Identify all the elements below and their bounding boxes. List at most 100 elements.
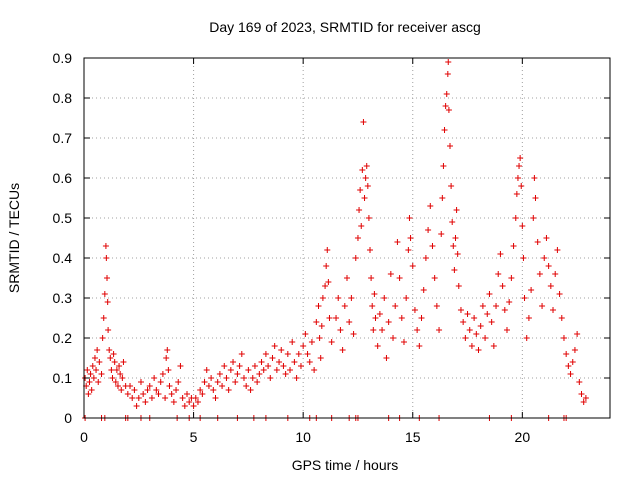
data-point	[451, 267, 458, 273]
data-point	[510, 243, 517, 249]
data-point	[260, 367, 267, 373]
data-point	[452, 235, 459, 241]
data-point	[444, 71, 451, 77]
data-point	[273, 367, 280, 373]
data-point	[493, 303, 500, 309]
data-point	[166, 383, 173, 389]
data-point	[194, 399, 201, 405]
data-point	[394, 239, 401, 245]
data-point	[403, 295, 410, 301]
data-point	[409, 263, 416, 269]
data-point	[486, 291, 493, 297]
data-point	[453, 207, 460, 213]
data-point	[205, 383, 212, 389]
data-point	[545, 263, 552, 269]
data-point	[578, 391, 585, 397]
data-point	[477, 323, 484, 329]
data-point	[119, 375, 126, 381]
data-point	[107, 355, 114, 361]
data-point	[114, 383, 121, 389]
data-point	[352, 255, 359, 261]
data-point	[484, 311, 491, 317]
data-point	[381, 295, 388, 301]
data-point	[112, 379, 119, 385]
data-point	[227, 367, 234, 373]
data-point	[240, 375, 247, 381]
data-point	[354, 235, 361, 241]
data-point	[576, 379, 583, 385]
data-point	[106, 347, 113, 353]
y-tick-label: 0.7	[53, 130, 73, 146]
data-point	[99, 335, 106, 341]
data-point	[135, 395, 142, 401]
data-point	[137, 379, 144, 385]
data-point	[101, 291, 108, 297]
data-point	[363, 163, 370, 169]
data-point	[508, 275, 515, 281]
data-point	[536, 271, 543, 277]
data-point	[530, 215, 537, 221]
x-axis-label: GPS time / hours	[292, 457, 399, 473]
data-point	[199, 391, 206, 397]
data-point	[406, 215, 413, 221]
data-point	[407, 235, 414, 241]
data-point	[390, 335, 397, 341]
data-point	[387, 271, 394, 277]
data-point	[104, 275, 111, 281]
data-point	[120, 359, 127, 365]
data-point	[104, 299, 111, 305]
data-point	[175, 379, 182, 385]
data-point	[513, 191, 520, 197]
data-point	[308, 339, 315, 345]
data-point	[400, 339, 407, 345]
data-point	[436, 327, 443, 333]
data-point	[103, 255, 110, 261]
data-point	[525, 315, 532, 321]
data-point	[569, 359, 576, 365]
data-point	[271, 343, 278, 349]
data-point	[278, 347, 285, 353]
data-point	[186, 399, 193, 405]
data-point	[411, 307, 418, 313]
data-point	[362, 175, 369, 181]
data-point	[441, 127, 448, 133]
data-point	[448, 183, 455, 189]
data-point	[348, 295, 355, 301]
data-point	[86, 379, 93, 385]
data-point	[291, 359, 298, 365]
data-point	[280, 363, 287, 369]
data-point	[212, 395, 219, 401]
data-point	[543, 235, 550, 241]
y-tick-label: 0.6	[53, 170, 73, 186]
data-point	[230, 359, 237, 365]
data-point	[297, 363, 304, 369]
data-point	[357, 187, 364, 193]
data-point	[140, 391, 147, 397]
x-tick-label: 10	[295, 429, 311, 445]
data-point	[416, 343, 423, 349]
data-point	[87, 371, 94, 377]
data-point	[365, 215, 372, 221]
data-point	[450, 243, 457, 249]
data-point	[519, 223, 526, 229]
data-point	[162, 395, 169, 401]
data-point	[457, 307, 464, 313]
data-point	[282, 371, 289, 377]
data-point	[499, 283, 506, 289]
data-point	[284, 351, 291, 357]
x-tick-labels: 0 5 10 15 20	[80, 429, 530, 445]
data-point	[534, 239, 541, 245]
data-point	[433, 303, 440, 309]
data-point	[116, 363, 123, 369]
data-point	[563, 351, 570, 357]
data-point	[532, 195, 539, 201]
grid-lines	[84, 58, 610, 418]
data-point	[258, 359, 265, 365]
data-point	[221, 363, 228, 369]
data-point	[556, 291, 563, 297]
y-tick-label: 0.8	[53, 90, 73, 106]
data-point	[254, 379, 261, 385]
data-point	[267, 375, 274, 381]
data-point	[276, 359, 283, 365]
data-point	[418, 315, 425, 321]
